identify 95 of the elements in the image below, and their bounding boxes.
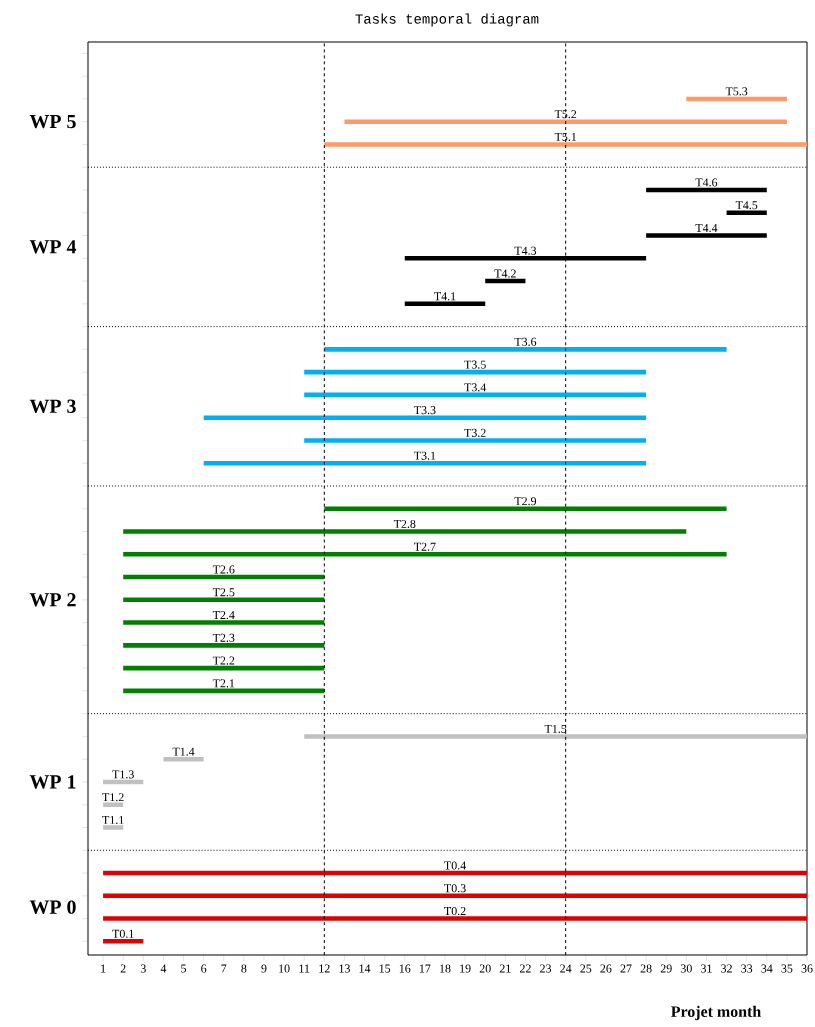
text: WP 1 (29, 775, 76, 789)
text: WP 4 (29, 240, 77, 254)
y-tick-label: T3.3 (413, 406, 436, 415)
x-tick-label: 18 (440, 964, 451, 973)
x-tick-label: 32 (721, 964, 732, 973)
y-tick-label: T2.3 (212, 633, 235, 642)
bar (103, 802, 124, 807)
bar (103, 825, 124, 830)
bar (123, 529, 687, 534)
x-tick-label: 12 (319, 964, 330, 973)
x-axis-title: Projet month (671, 1005, 761, 1021)
y-tick-label: T2.4 (212, 611, 235, 620)
x-tick-label: 17 (419, 964, 431, 973)
y-tick-label: T2.7 (413, 542, 436, 551)
x-tick-label: 19 (460, 964, 471, 973)
bar (163, 756, 204, 762)
bar (304, 438, 647, 443)
text: WP 5 (29, 115, 76, 129)
y-tick-label: T0.3 (444, 884, 466, 893)
text: WP 0 (29, 900, 76, 914)
bar (726, 210, 767, 216)
x-tick-label: 11 (299, 964, 310, 973)
x-tick-label: 29 (660, 964, 672, 973)
y-tick-label: T2.1 (212, 679, 235, 688)
bar (646, 233, 767, 238)
x-tick-label: 7 (221, 964, 227, 973)
bar (203, 415, 647, 420)
y-tick-label: T0.2 (444, 906, 466, 916)
y-tick-label: T1.4 (172, 747, 195, 756)
x-tick-label: 16 (399, 964, 411, 973)
x-tick-label: 9 (261, 964, 267, 973)
x-tick-label: 4 (160, 964, 167, 973)
x-tick-label: 20 (479, 964, 491, 973)
y-tick-label: T3.5 (464, 360, 486, 369)
x-tick-label: 2 (120, 964, 126, 973)
x-tick-label: 8 (241, 964, 247, 973)
x-tick-label: 34 (761, 964, 773, 973)
x-tick-label: 27 (620, 964, 632, 973)
y-tick-label: T3.1 (413, 451, 436, 460)
x-tick-label: 22 (520, 964, 531, 973)
y-tick-label: T4.5 (735, 201, 758, 210)
y-tick-label: T5.3 (725, 87, 748, 96)
x-tick-label: 21 (499, 964, 511, 973)
y-tick-label: T3.2 (464, 428, 486, 437)
y-tick-label: T4.1 (434, 292, 456, 301)
bar (123, 552, 727, 557)
chart-title: Tasks temporal diagram (355, 13, 539, 27)
x-tick-label: 10 (279, 964, 290, 973)
bar (304, 734, 808, 739)
bar (103, 939, 144, 944)
bar (344, 119, 787, 124)
x-tick-label: 1 (101, 964, 106, 973)
y-tick-label: T4.4 (695, 224, 718, 233)
text: WP 3 (29, 399, 76, 414)
x-tick-label: 6 (201, 964, 207, 973)
y-tick-label: T3.6 (514, 337, 537, 346)
x-tick-label: 24 (560, 964, 572, 973)
y-tick-label: T5.1 (554, 132, 577, 141)
bar (123, 620, 325, 625)
x-tick-label: 30 (680, 964, 692, 973)
y-tick-label: T4.6 (695, 178, 718, 187)
bar (103, 916, 808, 921)
y-tick-label: T2.5 (212, 588, 235, 597)
bar (324, 347, 727, 352)
y-tick-label: T1.5 (544, 724, 567, 733)
x-tick-label: 31 (701, 964, 712, 973)
x-tick-label: 13 (339, 964, 350, 973)
x-tick-label: 23 (540, 964, 552, 973)
bar (123, 643, 325, 648)
x-tick-label: 26 (600, 964, 612, 973)
x-tick-label: 33 (741, 964, 753, 973)
x-tick-label: 15 (379, 964, 391, 973)
x-tick-label: 25 (580, 964, 592, 973)
y-tick-label: T0.4 (444, 861, 466, 870)
x-tick-label: 35 (781, 964, 793, 973)
y-tick-label: T0.1 (112, 929, 134, 938)
y-tick-label: T2.9 (514, 497, 537, 506)
y-tick-label: T2.8 (393, 519, 416, 529)
y-tick-label: T5.2 (554, 110, 577, 119)
x-tick-label: 28 (640, 964, 652, 973)
y-tick-label: T4.3 (514, 246, 537, 255)
y-tick-label: T4.2 (494, 269, 516, 278)
x-tick-label: 36 (801, 964, 813, 973)
y-tick-label: T3.4 (464, 383, 487, 392)
x-tick-label: 3 (140, 964, 146, 973)
y-tick-label: T1.1 (102, 815, 124, 825)
y-tick-label: T1.2 (102, 793, 124, 802)
y-tick-label: T1.3 (112, 770, 134, 779)
x-tick-label: 14 (359, 964, 371, 973)
bar (324, 142, 808, 147)
y-tick-label: T2.6 (212, 565, 235, 574)
text: WP 2 (29, 593, 76, 607)
y-tick-label: T2.2 (212, 656, 235, 665)
bar (324, 506, 727, 512)
x-tick-label: 5 (181, 964, 187, 973)
